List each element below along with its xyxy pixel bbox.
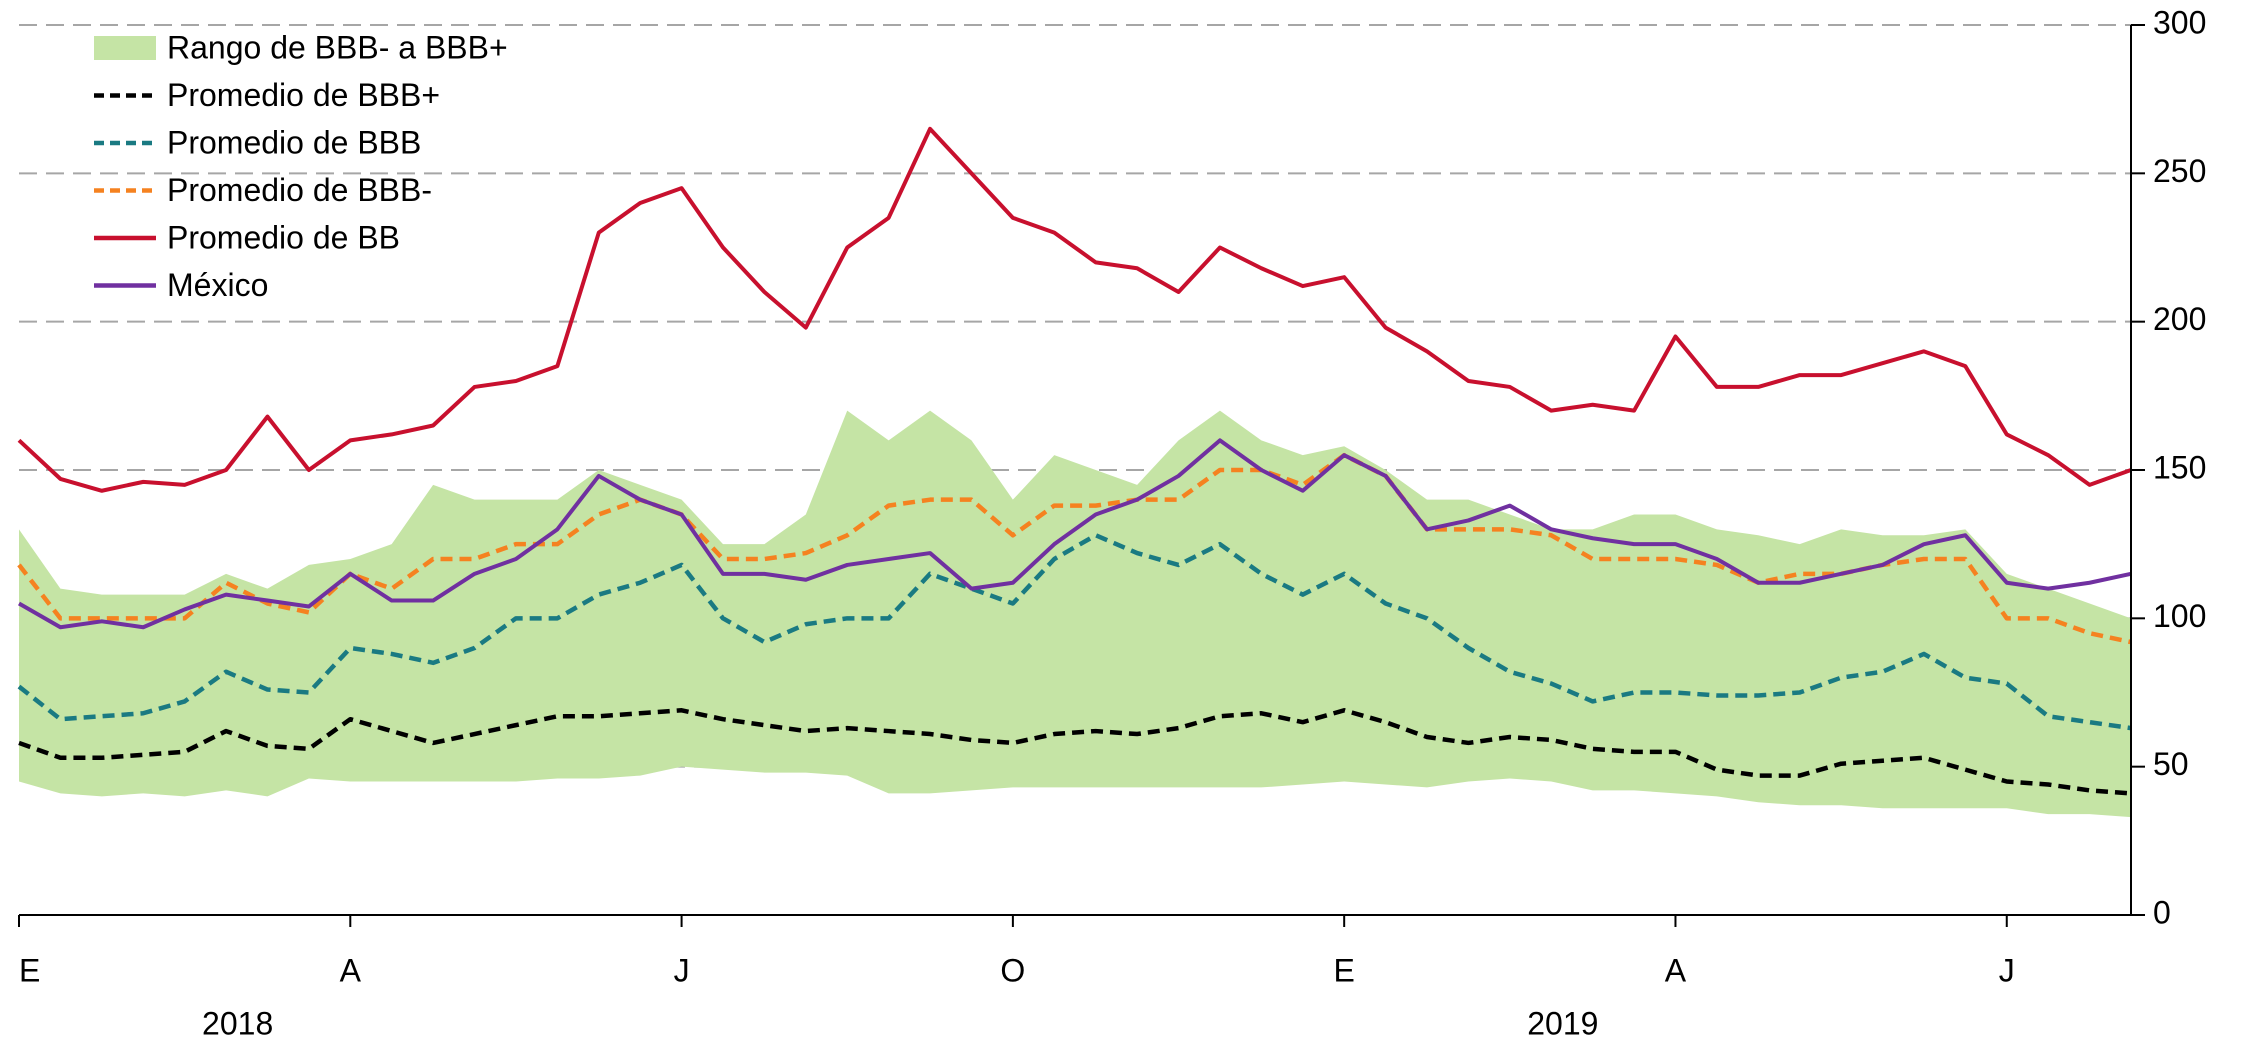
y-tick-label: 300 [2153, 4, 2206, 40]
legend-label: Promedio de BBB [167, 124, 421, 160]
y-tick-label: 50 [2153, 746, 2189, 782]
y-tick-label: 150 [2153, 449, 2206, 485]
y-tick-label: 0 [2153, 894, 2171, 930]
x-tick-label: A [1665, 952, 1687, 988]
y-tick-label: 200 [2153, 301, 2206, 337]
legend-label: México [167, 267, 268, 303]
series-line [18, 438, 2132, 630]
x-tick-label: E [1334, 952, 1355, 988]
y-tick-label: 250 [2153, 153, 2206, 189]
x-tick-label: O [1000, 952, 1025, 988]
legend-label: Promedio de BBB+ [167, 77, 440, 113]
series-line [18, 708, 2132, 796]
legend-label: Promedio de BB [167, 219, 400, 255]
legend-label: Rango de BBB- a BBB+ [167, 29, 508, 65]
x-tick-label: A [340, 952, 362, 988]
legend-label: Promedio de BBB- [167, 172, 432, 208]
y-tick-label: 100 [2153, 598, 2206, 634]
series-line [17, 126, 2132, 493]
year-label: 2018 [202, 1005, 273, 1041]
year-label: 2019 [1527, 1005, 1598, 1041]
range-band [19, 410, 2131, 818]
legend-swatch [94, 36, 156, 60]
x-tick-label: J [1999, 952, 2015, 988]
x-tick-label: J [674, 952, 690, 988]
series-line [17, 533, 2132, 731]
x-tick-label: E [19, 952, 40, 988]
series-line [17, 452, 2132, 645]
